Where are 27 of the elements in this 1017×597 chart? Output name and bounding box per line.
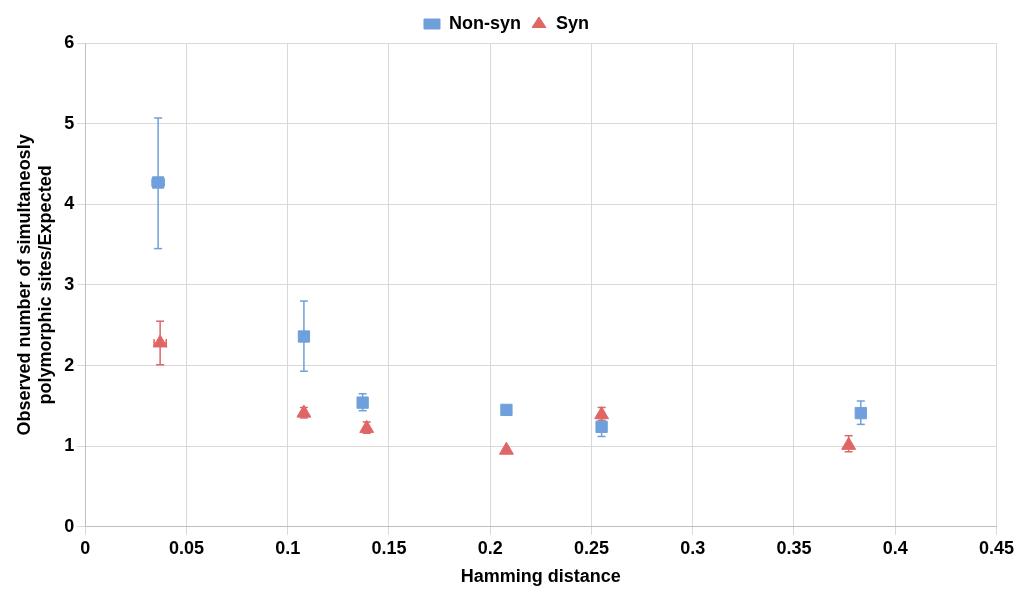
point <box>152 334 168 348</box>
y-tick-label: 1 <box>64 435 75 456</box>
y-tick-label: 4 <box>64 193 75 214</box>
y-tick-label: 0 <box>64 515 75 536</box>
x-tick-label: 0.4 <box>882 537 908 558</box>
y-tick-label: 3 <box>64 273 75 294</box>
x-tick-label: 0 <box>80 537 91 558</box>
x-axis-title: Hamming distance <box>460 566 621 587</box>
x-tick-label: 0.25 <box>573 537 609 558</box>
x-tick-label: 0.35 <box>776 537 812 558</box>
point <box>498 441 514 455</box>
x-tick-label: 0.15 <box>371 537 407 558</box>
point <box>854 406 867 420</box>
x-tick-label: 0.3 <box>680 537 706 558</box>
point <box>297 330 311 343</box>
x-tick-label: 0.45 <box>978 537 1015 558</box>
y-tick-label: 2 <box>64 354 75 375</box>
legend-label: Non-syn <box>448 12 521 33</box>
x-tick-label: 0.2 <box>477 537 503 558</box>
y-tick-label: 5 <box>64 112 75 133</box>
point <box>500 403 513 417</box>
point <box>595 420 608 433</box>
x-tick-label: 0.05 <box>168 537 204 558</box>
legend-label: Syn <box>555 12 590 33</box>
y-axis-title: Observed number of simultaneosly polymorphic sites/Expected <box>13 134 56 436</box>
x-tick-label: 0.1 <box>275 537 301 558</box>
y-tick-label: 6 <box>64 31 75 52</box>
